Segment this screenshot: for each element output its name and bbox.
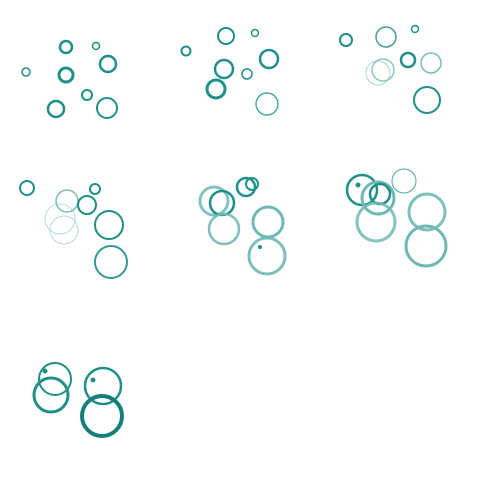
bubble-dot — [258, 245, 262, 249]
bubble-ring — [98, 54, 118, 74]
bubble-ring — [55, 189, 79, 213]
bubble-ring — [198, 185, 230, 217]
bubble-ring — [410, 24, 420, 34]
bubble-ring — [21, 67, 31, 77]
bubble-ring — [404, 224, 448, 268]
bubble-dot — [42, 368, 48, 374]
bubble-ring — [58, 39, 74, 55]
panel-4 — [19, 180, 128, 279]
bubble-dot — [355, 182, 361, 188]
bubble-ring — [365, 60, 391, 86]
bubble-ring — [399, 51, 417, 69]
bubble-ring — [368, 182, 392, 206]
bubble-ring — [81, 89, 93, 101]
bubble-ring — [94, 245, 128, 279]
bubble-ring — [391, 168, 417, 194]
bubble-ring — [49, 215, 79, 245]
bubble-ring — [407, 192, 447, 232]
bubble-ring — [91, 41, 101, 51]
bubble-ring — [339, 33, 353, 47]
panel-7 — [32, 362, 124, 438]
bubble-ring — [207, 212, 241, 246]
bubble-ring — [57, 66, 75, 84]
bubble-ring — [413, 86, 441, 114]
bubble-ring — [89, 183, 101, 195]
bubble-ring — [375, 26, 397, 48]
bubble-ring — [360, 180, 396, 216]
bubble-ring — [250, 28, 260, 38]
bubble-ring — [247, 236, 287, 276]
bubble-ring — [46, 99, 66, 119]
bubble-ring — [251, 205, 285, 239]
bubble-dot — [90, 377, 96, 383]
bubble-ring — [19, 180, 35, 196]
bubble-ring — [258, 48, 280, 70]
bubble-ring — [241, 68, 253, 80]
bubble-ring — [96, 97, 118, 119]
bubble-ring — [355, 201, 397, 243]
bubble-ring — [44, 203, 76, 235]
bubble-ring — [77, 195, 97, 215]
bubble-ring — [32, 376, 70, 414]
panel-2 — [180, 27, 280, 116]
panel-3 — [339, 24, 442, 114]
bubble-ring — [80, 394, 124, 438]
bubble-ring — [235, 176, 257, 198]
bubble-ring — [217, 27, 235, 45]
panel-1 — [21, 39, 118, 119]
bubble-ring — [38, 362, 72, 396]
bubble-ring — [180, 45, 192, 57]
bubble-ring — [245, 177, 259, 191]
bubble-ring — [371, 58, 395, 82]
bubble-ring — [205, 78, 227, 100]
panel-6 — [345, 168, 448, 268]
bubble-ring — [94, 210, 124, 240]
panel-5 — [198, 176, 287, 276]
bubble-ring — [83, 366, 123, 406]
bubble-ring — [255, 92, 279, 116]
bubble-ring — [213, 58, 235, 80]
bubble-ring — [420, 52, 442, 74]
